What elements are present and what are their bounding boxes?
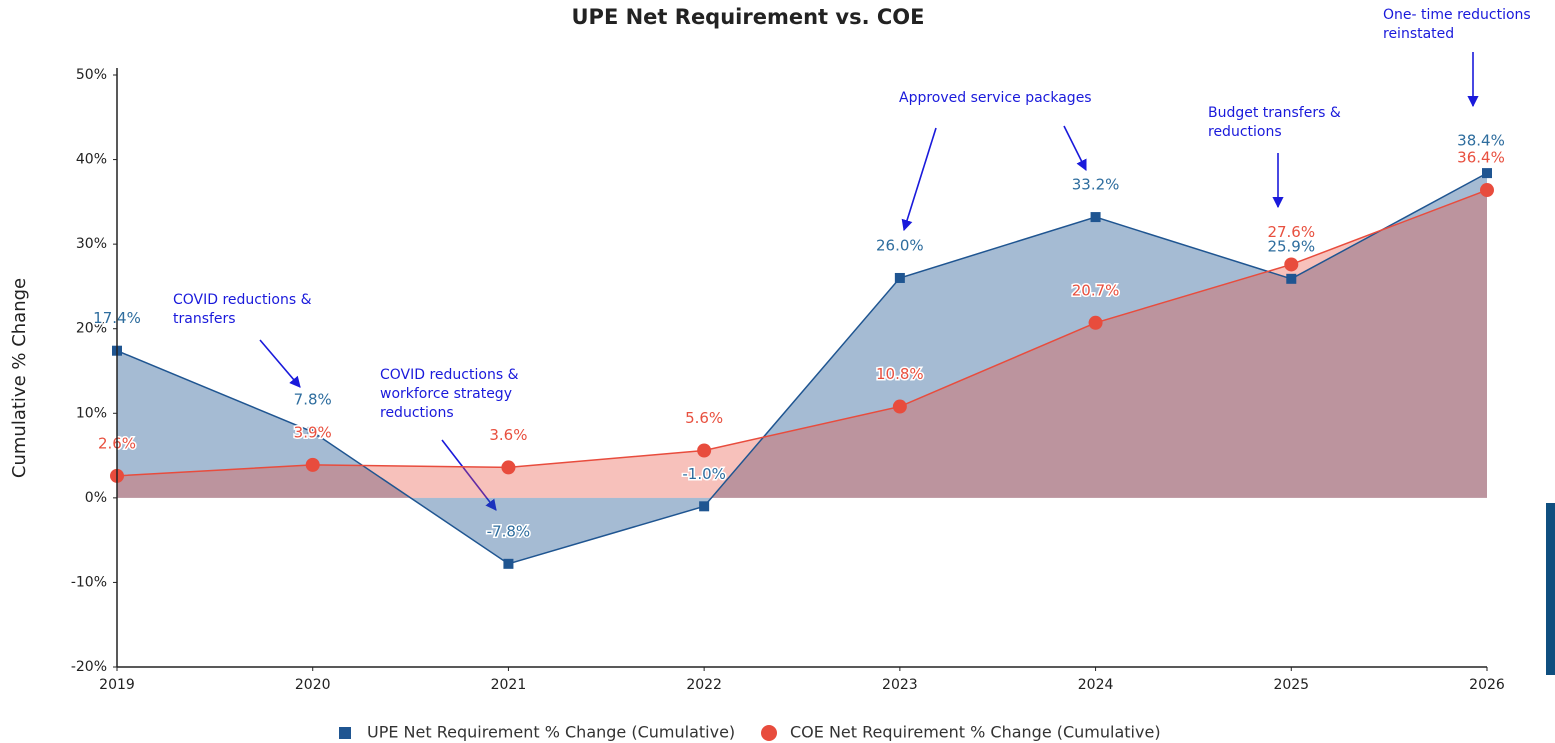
data-label: 36.4% bbox=[1457, 149, 1505, 167]
legend-label: UPE Net Requirement % Change (Cumulative… bbox=[367, 723, 735, 742]
y-tick-label: 10% bbox=[76, 405, 107, 421]
marker bbox=[1482, 168, 1492, 179]
marker bbox=[1286, 273, 1297, 284]
y-tick-label: 40% bbox=[76, 152, 107, 168]
marker bbox=[307, 426, 318, 437]
x-tick-label: 2024 bbox=[1078, 677, 1114, 693]
side-bar bbox=[1546, 503, 1555, 675]
y-tick-label: 30% bbox=[76, 236, 107, 252]
data-label: 3.6% bbox=[489, 426, 527, 444]
marker bbox=[1088, 315, 1103, 330]
annotation: workforce strategy bbox=[380, 386, 512, 402]
data-label: 25.9% bbox=[1267, 237, 1315, 255]
data-label: -1.0% bbox=[682, 465, 726, 483]
y-tick-label: 0% bbox=[85, 490, 107, 506]
arrow bbox=[259, 339, 301, 388]
legend-label: COE Net Requirement % Change (Cumulative… bbox=[790, 723, 1161, 742]
data-label: 7.8% bbox=[294, 390, 332, 408]
data-label: 26.0% bbox=[876, 236, 924, 254]
marker bbox=[892, 399, 907, 414]
data-label: 27.6% bbox=[1267, 223, 1315, 241]
annotation-arrows bbox=[259, 52, 1479, 511]
x-tick-label: 2025 bbox=[1273, 677, 1309, 693]
marker bbox=[503, 558, 514, 569]
y-tick-label: -20% bbox=[71, 659, 107, 675]
y-tick-label: 50% bbox=[76, 67, 107, 83]
line bbox=[116, 189, 1488, 477]
data-label: 5.6% bbox=[685, 409, 723, 427]
data-label: 10.8% bbox=[876, 365, 924, 383]
annotation: reinstated bbox=[1383, 26, 1454, 42]
annotation: transfers bbox=[173, 311, 236, 327]
data-label: 3.9% bbox=[294, 423, 332, 441]
marker bbox=[501, 460, 516, 475]
annotation: COVID reductions & bbox=[380, 367, 519, 383]
arrow bbox=[901, 127, 937, 232]
x-tick-label: 2026 bbox=[1469, 677, 1505, 693]
arrow bbox=[1063, 125, 1087, 172]
legend-marker bbox=[761, 725, 777, 741]
data-label: 20.7% bbox=[1072, 281, 1120, 299]
annotation: reductions bbox=[1208, 124, 1282, 140]
area bbox=[117, 190, 1487, 498]
x-tick-label: 2020 bbox=[295, 677, 331, 693]
marker bbox=[697, 443, 712, 458]
legend-marker bbox=[339, 727, 351, 739]
y-axis-label: Cumulative % Change bbox=[9, 278, 30, 478]
marker bbox=[894, 272, 905, 283]
marker bbox=[1090, 212, 1101, 223]
arrow bbox=[441, 439, 497, 511]
marker bbox=[305, 457, 320, 472]
annotation: One- time reductions bbox=[1383, 7, 1531, 23]
data-label: 33.2% bbox=[1072, 176, 1120, 194]
x-tick-label: 2022 bbox=[686, 677, 722, 693]
x-tick-label: 2023 bbox=[882, 677, 918, 693]
annotation: COVID reductions & bbox=[173, 292, 312, 308]
line bbox=[116, 172, 1488, 565]
annotation: reductions bbox=[380, 405, 454, 421]
annotation: Budget transfers & bbox=[1208, 105, 1341, 121]
y-tick-label: -10% bbox=[71, 574, 107, 590]
x-tick-label: 2019 bbox=[99, 677, 135, 693]
marker bbox=[1284, 257, 1299, 272]
annotation: Approved service packages bbox=[899, 90, 1092, 106]
chart-title: UPE Net Requirement vs. COE bbox=[572, 5, 925, 29]
data-label: 38.4% bbox=[1457, 132, 1505, 150]
x-tick-label: 2021 bbox=[491, 677, 527, 693]
area bbox=[117, 173, 1487, 564]
marker bbox=[1480, 183, 1494, 198]
y-tick-label: 20% bbox=[76, 321, 107, 337]
data-label: -7.8% bbox=[487, 522, 531, 540]
marker bbox=[699, 501, 710, 512]
